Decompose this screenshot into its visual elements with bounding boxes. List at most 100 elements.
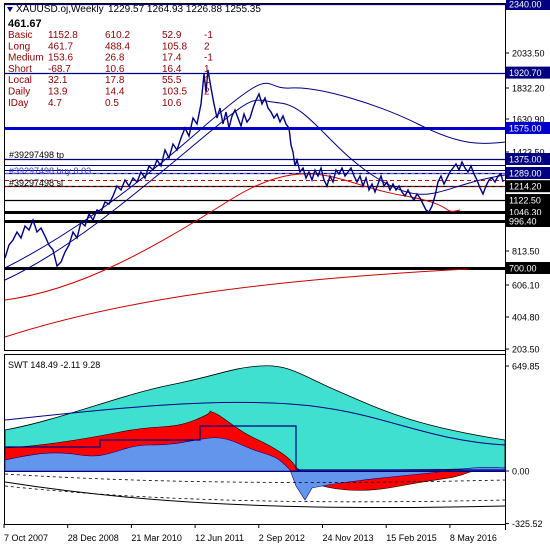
price-badge: 1375.00 — [506, 153, 550, 165]
dropdown-arrow-icon[interactable] — [7, 7, 13, 12]
price-tick-label: 1630.90 — [512, 115, 545, 125]
indicator-tick-label: -325.52 — [512, 519, 543, 529]
levels-row: IDay 4.7 0.5 10.6 — [8, 98, 182, 109]
price-badge: 1122.50 — [506, 194, 550, 206]
indicator-upper-band — [4, 401, 506, 446]
levels-cell-v1: 153.6 — [48, 53, 73, 64]
levels-row: Long 461.7 488.4 105.8 2 — [8, 41, 210, 52]
levels-cell-v2: 10.6 — [105, 64, 125, 75]
order-tp-label: #39297498 tp — [9, 150, 64, 160]
current-value: 461.67 — [8, 18, 42, 30]
time-tick-label: 8 May 2016 — [450, 533, 497, 543]
levels-cell-v1: 1152.8 — [48, 30, 78, 41]
indicator-tick-label: 649.85 — [512, 362, 540, 372]
price-badge-label: 1046.30 — [509, 208, 542, 218]
order-labels: #39297498 tp #39297498 buy 0.03 #3929749… — [9, 150, 91, 188]
levels-cell-label: Daily — [8, 87, 30, 98]
order-sl-label: #39297498 sl — [9, 178, 63, 188]
levels-table: Basic 1152.8 610.2 52.9 -1 Long 461.7 488.4 105.… — [8, 30, 213, 109]
moving-average-slow — [4, 82, 506, 269]
symbol-title: XAUUSD.oj,Weekly — [16, 4, 104, 15]
indicator-lower-band — [4, 481, 506, 509]
price-badge: 996.40 — [506, 215, 550, 227]
levels-cell-v4: 2 — [204, 87, 210, 98]
levels-cell-v3: 105.8 — [162, 41, 187, 52]
price-badge-bg — [506, 153, 550, 165]
levels-cell-v3: 103.5 — [162, 87, 187, 98]
levels-cell-label: Medium — [8, 53, 44, 64]
indicator-envelope-upper — [4, 473, 506, 483]
time-tick-label: 15 Feb 2015 — [386, 533, 437, 543]
levels-cell-v4: 1 — [204, 64, 210, 75]
price-tick-label: 203.50 — [512, 345, 540, 355]
time-tick-label: 7 Oct 2007 — [4, 533, 48, 543]
levels-cell-v1: 461.7 — [48, 41, 73, 52]
price-badge-bg — [506, 180, 550, 193]
levels-cell-v4: -1 — [204, 30, 213, 41]
levels-cell-v4: 1 — [204, 75, 210, 86]
indicator-title: SWT 148.49 -2.11 9.28 — [8, 360, 100, 370]
levels-cell-v2: 14.4 — [105, 87, 125, 98]
levels-cell-label: Long — [8, 41, 30, 52]
time-tick-label: 21 Mar 2010 — [131, 533, 182, 543]
price-badge-label: 996.40 — [509, 217, 537, 227]
price-badge-bg — [506, 0, 550, 10]
levels-cell-v2: 488.4 — [105, 41, 130, 52]
levels-cell-v1: 4.7 — [48, 98, 62, 109]
indicator-blue-area — [4, 437, 506, 501]
price-badge: 1575.00 — [506, 122, 550, 134]
price-badge-label: 2340.00 — [509, 0, 542, 10]
price-tick-label: 2033.50 — [512, 49, 545, 59]
levels-row: Basic 1152.8 610.2 52.9 -1 — [8, 30, 213, 41]
price-tick-label: 1423.50 — [512, 148, 545, 158]
levels-row: Local 32.1 17.8 55.5 1 — [8, 75, 210, 86]
price-badge: 1214.20 — [506, 180, 550, 193]
price-badge: 700.00 — [506, 262, 550, 274]
levels-cell-v3: 10.6 — [162, 98, 182, 109]
indicator-step-line — [5, 425, 505, 471]
price-badge-bg — [506, 262, 550, 274]
price-badge-bg — [506, 215, 550, 227]
levels-row: Daily 13.9 14.4 103.5 2 — [8, 87, 210, 98]
levels-cell-v3: 16.4 — [162, 64, 182, 75]
ohlc-values: 1229.57 1264.93 1226.88 1255.35 — [108, 4, 261, 15]
price-badge: 1289.00 — [506, 167, 550, 179]
levels-cell-v2: 26.8 — [105, 53, 125, 64]
indicator-layer — [4, 365, 506, 509]
trend-line-red — [4, 268, 469, 338]
levels-cell-v2: 610.2 — [105, 30, 130, 41]
price-badge-bg — [506, 66, 550, 79]
price-badge-label: 1289.00 — [509, 169, 542, 179]
price-badge-label: 1920.70 — [509, 68, 542, 78]
price-badge: 1920.70 — [506, 66, 550, 79]
price-tick-label: 813.50 — [512, 247, 540, 257]
price-panel[interactable] — [4, 3, 506, 351]
levels-cell-v1: 32.1 — [48, 75, 68, 86]
levels-cell-v2: 17.8 — [105, 75, 125, 86]
levels-cell-v1: -68.7 — [48, 64, 71, 75]
price-line — [4, 69, 504, 268]
levels-cell-v3: 52.9 — [162, 30, 182, 41]
time-tick-label: 24 Nov 2013 — [323, 533, 374, 543]
price-layer — [4, 3, 506, 338]
price-badge-bg — [506, 167, 550, 179]
price-badge-label: 1575.00 — [509, 124, 542, 134]
levels-cell-label: Local — [8, 75, 32, 86]
levels-cell-v4: -1 — [204, 53, 213, 64]
indicator-tick-label: 0.00 — [512, 467, 530, 477]
levels-cell-v1: 13.9 — [48, 87, 68, 98]
levels-cell-label: IDay — [8, 98, 29, 109]
price-badge-label: 1375.00 — [509, 155, 542, 165]
levels-cell-label: Basic — [8, 30, 32, 41]
time-tick-label: 2 Sep 2012 — [259, 533, 305, 543]
time-tick-label: 28 Dec 2008 — [68, 533, 119, 543]
time-tick-label: 12 Jun 2011 — [195, 533, 244, 543]
price-tick-label: 404.80 — [512, 313, 540, 323]
price-badge-label: 700.00 — [509, 264, 537, 274]
indicator-envelope-lower — [4, 485, 506, 503]
moving-average-fast — [4, 99, 506, 281]
price-badge: 2340.00 — [506, 0, 550, 10]
price-badge-bg — [506, 194, 550, 206]
price-tick-label: 1832.20 — [512, 84, 545, 94]
